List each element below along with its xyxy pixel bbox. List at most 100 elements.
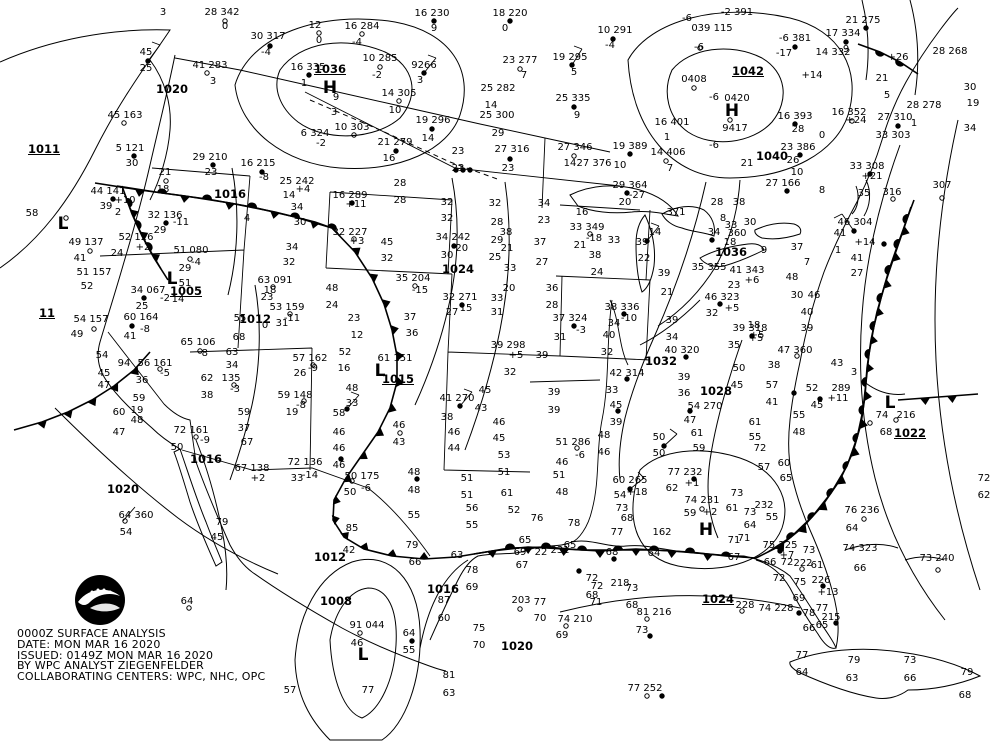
- station-value: 76: [530, 513, 544, 524]
- station-value: 33 349: [569, 222, 605, 233]
- station-circle: [412, 283, 418, 289]
- station-value: 40: [602, 330, 616, 341]
- station-value: 55: [792, 410, 806, 421]
- station-value: 41 283: [192, 60, 228, 71]
- station-value: 19 295: [552, 52, 588, 63]
- station-value: 2: [114, 207, 122, 218]
- station-value: 39: [547, 405, 561, 416]
- station-value: 12: [350, 330, 364, 341]
- station-value: 63: [845, 673, 859, 684]
- station-value: 34: [537, 198, 551, 209]
- station-circle: [863, 25, 869, 31]
- station-value: 28: [393, 195, 407, 206]
- station-value: 10: [613, 160, 627, 171]
- station-value: 28 278: [906, 100, 942, 111]
- station-value: 61: [690, 428, 704, 439]
- station-value: 73: [615, 503, 629, 514]
- station-value: 29: [178, 263, 192, 274]
- station-value: 1: [663, 132, 671, 143]
- station-value: 9266: [411, 60, 437, 71]
- station-circle: [644, 238, 650, 244]
- station-circle: [91, 326, 97, 332]
- station-value: 37: [533, 237, 547, 248]
- station-value: 59: [683, 508, 697, 519]
- station-value: 37: [790, 242, 804, 253]
- station-circle: [624, 190, 630, 196]
- station-value: 53 159: [269, 302, 305, 313]
- station-value: -6: [361, 483, 371, 494]
- station-value: -4: [352, 37, 362, 48]
- station-value: 33: [490, 293, 504, 304]
- station-value: 66: [763, 557, 777, 568]
- station-value: 75: [472, 623, 486, 634]
- station-value: 77 252: [627, 683, 663, 694]
- station-value: +14: [801, 70, 823, 81]
- station-value: 51: [178, 278, 192, 289]
- station-value: 39: [677, 372, 691, 383]
- station-value: 16 352: [831, 107, 867, 118]
- station-circle: [310, 362, 316, 368]
- title-line-analyst: BY WPC ANALYST ZIEGENFELDER: [17, 659, 205, 673]
- station-value: 54: [119, 527, 133, 538]
- station-value: 10: [388, 105, 402, 116]
- station-value: 38: [499, 227, 513, 238]
- station-value: 16 393: [777, 111, 813, 122]
- station-circle: [344, 406, 350, 412]
- station-circle: [587, 231, 593, 237]
- station-value: 30: [743, 217, 757, 228]
- station-value: 60 265: [612, 475, 648, 486]
- station-value: 33: [605, 385, 619, 396]
- station-value: 16 284: [344, 21, 380, 32]
- station-value: 71: [589, 597, 603, 608]
- station-value: +3: [349, 236, 365, 247]
- station-value: +5: [724, 303, 740, 314]
- station-circle: [63, 215, 69, 221]
- station-value: 31: [553, 332, 567, 343]
- station-value: 1: [910, 118, 918, 129]
- station-value: 51 286: [555, 437, 591, 448]
- station-value: 64: [743, 520, 757, 531]
- station-value: 63 091: [257, 275, 293, 286]
- station-value: 27 376: [576, 158, 612, 169]
- station-value: +1: [684, 478, 700, 489]
- station-value: 298: [506, 340, 526, 351]
- station-value: 9417: [722, 123, 748, 134]
- station-value: 72: [585, 573, 599, 584]
- station-circle: [87, 248, 93, 254]
- station-value: 55: [407, 510, 421, 521]
- station-circle: [453, 167, 459, 173]
- station-circle: [571, 323, 577, 329]
- station-value: -2: [316, 138, 326, 149]
- station-circle: [610, 36, 616, 42]
- station-circle: [749, 333, 755, 339]
- station-value: 15: [459, 303, 473, 314]
- station-circle: [739, 608, 745, 614]
- station-value: 74 210: [557, 614, 593, 625]
- station-circle: [794, 353, 800, 359]
- station-circle: [571, 153, 577, 159]
- station-value: 33 303: [875, 130, 911, 141]
- station-value: -5: [160, 368, 170, 379]
- pressure-center: L: [884, 393, 896, 413]
- station-value: 26: [786, 155, 800, 166]
- station-value: 135: [221, 373, 241, 384]
- station-circle: [507, 156, 513, 162]
- station-value: 65: [779, 473, 793, 484]
- isobar-label: 1016: [189, 452, 223, 466]
- station-value: +5: [749, 330, 765, 341]
- station-value: 34: [225, 360, 239, 371]
- station-value: 50: [170, 442, 184, 453]
- station-value: 0420: [724, 93, 750, 104]
- station-circle: [792, 44, 798, 50]
- station-value: 46: [447, 427, 461, 438]
- station-value: 14: [484, 100, 498, 111]
- station-value: 14: [648, 227, 662, 238]
- station-value: -6: [694, 42, 704, 53]
- station-value: 79: [405, 540, 419, 551]
- station-value: 77: [533, 597, 547, 608]
- station-value: 41: [123, 331, 137, 342]
- station-value: 75 225: [762, 540, 798, 551]
- station-value: 73: [730, 488, 744, 499]
- station-value: 10 285: [362, 53, 398, 64]
